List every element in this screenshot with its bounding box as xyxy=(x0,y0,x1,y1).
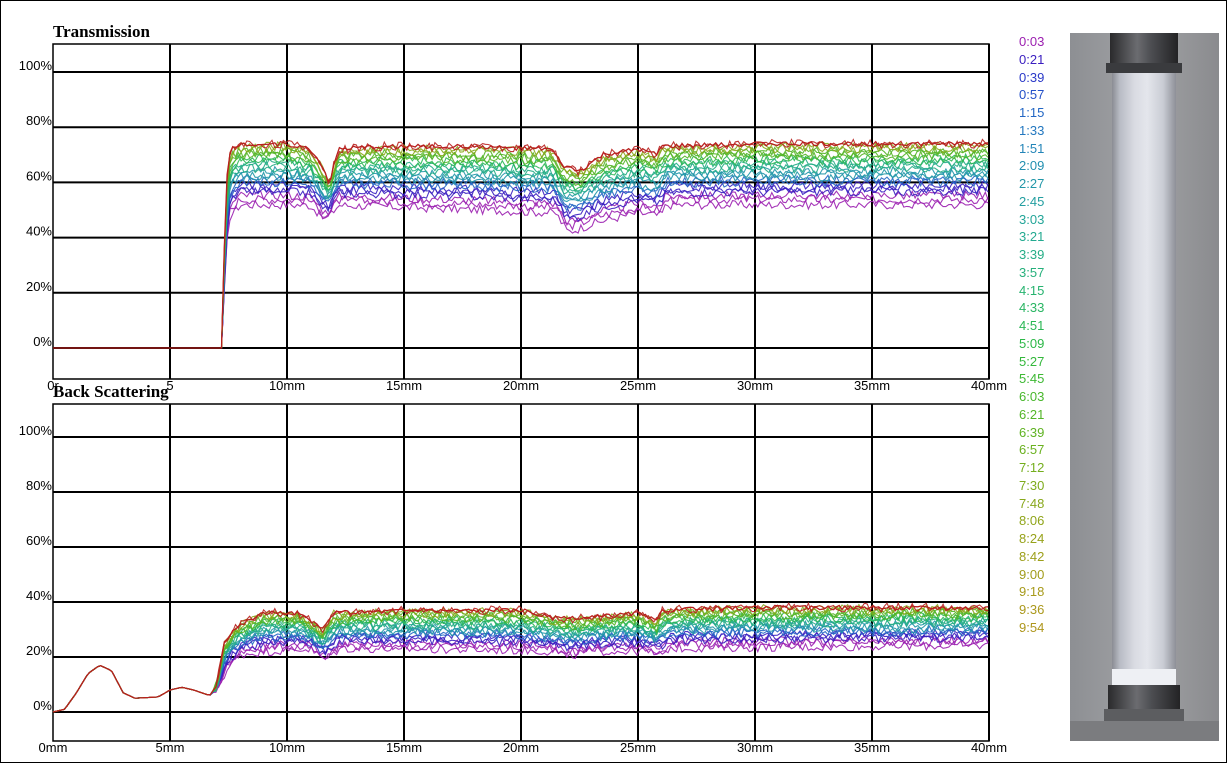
x-tick-label: 20mm xyxy=(503,740,539,755)
y-tick-label: 20% xyxy=(26,643,52,658)
x-tick-label: 25mm xyxy=(620,740,656,755)
y-tick-label: 0% xyxy=(33,698,52,713)
chart-transmission: 0%20%40%60%80%100%0r 5 10mm 15mm 20mm 25mm 30m… xyxy=(19,22,1007,393)
x-tick-label: 35mm xyxy=(854,740,890,755)
legend-item: 8:24 xyxy=(1019,530,1069,548)
legend-item: 1:51 xyxy=(1019,140,1069,158)
legend-item: 9:00 xyxy=(1019,566,1069,584)
legend-item: 6:21 xyxy=(1019,406,1069,424)
legend-item: 1:33 xyxy=(1019,122,1069,140)
legend-item: 2:45 xyxy=(1019,193,1069,211)
legend-item: 7:48 xyxy=(1019,495,1069,513)
y-tick-label: 80% xyxy=(26,113,52,128)
x-tick-label: 0mm xyxy=(39,740,68,755)
legend-item: 3:39 xyxy=(1019,246,1069,264)
x-tick-label: 30mm xyxy=(737,378,773,393)
legend-item: 4:15 xyxy=(1019,282,1069,300)
legend-item: 8:06 xyxy=(1019,512,1069,530)
legend-item: 5:27 xyxy=(1019,353,1069,371)
y-tick-label: 0% xyxy=(33,334,52,349)
y-tick-label: 20% xyxy=(26,279,52,294)
legend-item: 0:03 xyxy=(1019,33,1069,51)
chart-title: Transmission xyxy=(53,22,151,41)
legend-item: 4:51 xyxy=(1019,317,1069,335)
x-tick-label: 35mm xyxy=(854,378,890,393)
sample-tube-illustration xyxy=(1070,33,1219,741)
legend-item: 1:15 xyxy=(1019,104,1069,122)
legend-item: 8:42 xyxy=(1019,548,1069,566)
legend-item: 5:45 xyxy=(1019,370,1069,388)
legend-item: 9:54 xyxy=(1019,619,1069,637)
legend-item: 4:33 xyxy=(1019,299,1069,317)
chart-title: Back Scattering xyxy=(53,382,169,401)
legend-item: 0:39 xyxy=(1019,69,1069,87)
legend-item: 3:03 xyxy=(1019,211,1069,229)
x-tick-label: 10mm xyxy=(269,740,305,755)
legend-item: 3:21 xyxy=(1019,228,1069,246)
x-tick-label: 15mm xyxy=(386,378,422,393)
x-tick-label: 5mm xyxy=(156,740,185,755)
time-legend: 0:03 0:21 0:39 0:57 1:15 1:33 1:51 2:09 2:27 2:45… xyxy=(1019,33,1069,637)
y-tick-label: 60% xyxy=(26,533,52,548)
legend-item: 6:03 xyxy=(1019,388,1069,406)
legend-item: 6:39 xyxy=(1019,424,1069,442)
sample-tube-photo xyxy=(1070,33,1219,741)
legend-item: 2:27 xyxy=(1019,175,1069,193)
legend-item: 9:36 xyxy=(1019,601,1069,619)
y-tick-label: 100% xyxy=(19,423,53,438)
x-tick-label: 10mm xyxy=(269,378,305,393)
x-tick-label: 25mm xyxy=(620,378,656,393)
y-tick-label: 100% xyxy=(19,58,53,73)
legend-item: 0:21 xyxy=(1019,51,1069,69)
x-tick-label: 15mm xyxy=(386,740,422,755)
legend-item: 9:18 xyxy=(1019,583,1069,601)
x-tick-label: 30mm xyxy=(737,740,773,755)
legend-item: 5:09 xyxy=(1019,335,1069,353)
legend-item: 7:12 xyxy=(1019,459,1069,477)
x-tick-label: 40mm xyxy=(971,740,1007,755)
x-tick-label: 20mm xyxy=(503,378,539,393)
y-tick-label: 80% xyxy=(26,478,52,493)
chart-back-scattering: 0% 20% 40% 60% 80% 100% 0mm 5mm 10mm 15mm 20mm 25mm… xyxy=(19,382,1007,755)
legend-item: 3:57 xyxy=(1019,264,1069,282)
y-tick-label: 40% xyxy=(26,588,52,603)
y-tick-label: 60% xyxy=(26,168,52,183)
legend-item: 0:57 xyxy=(1019,86,1069,104)
legend-item: 7:30 xyxy=(1019,477,1069,495)
x-tick-label: 40mm xyxy=(971,378,1007,393)
legend-item: 2:09 xyxy=(1019,157,1069,175)
y-tick-label: 40% xyxy=(26,224,52,239)
legend-item: 6:57 xyxy=(1019,441,1069,459)
